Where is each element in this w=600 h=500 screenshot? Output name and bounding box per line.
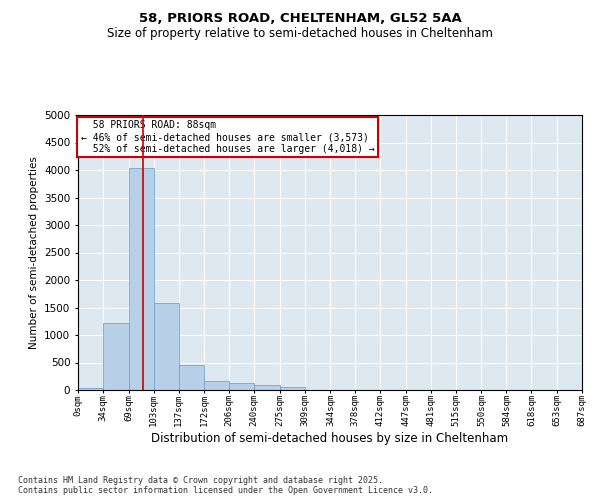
Bar (254, 385, 280, 390)
Bar (179, 364, 204, 390)
Bar (128, 168, 154, 390)
Bar (103, 324, 128, 390)
Bar (229, 383, 254, 390)
Text: 58, PRIORS ROAD, CHELTENHAM, GL52 5AA: 58, PRIORS ROAD, CHELTENHAM, GL52 5AA (139, 12, 461, 26)
Y-axis label: Number of semi-detached properties: Number of semi-detached properties (29, 156, 38, 349)
X-axis label: Distribution of semi-detached houses by size in Cheltenham: Distribution of semi-detached houses by … (151, 432, 509, 445)
Text: Contains HM Land Registry data © Crown copyright and database right 2025.
Contai: Contains HM Land Registry data © Crown c… (18, 476, 433, 495)
Bar (78, 388, 103, 390)
Text: 58 PRIORS ROAD: 88sqm
← 46% of semi-detached houses are smaller (3,573)
  52% of: 58 PRIORS ROAD: 88sqm ← 46% of semi-deta… (80, 120, 374, 154)
Text: Size of property relative to semi-detached houses in Cheltenham: Size of property relative to semi-detach… (107, 28, 493, 40)
Bar (154, 303, 179, 390)
Bar (204, 380, 229, 390)
Bar (280, 387, 305, 390)
